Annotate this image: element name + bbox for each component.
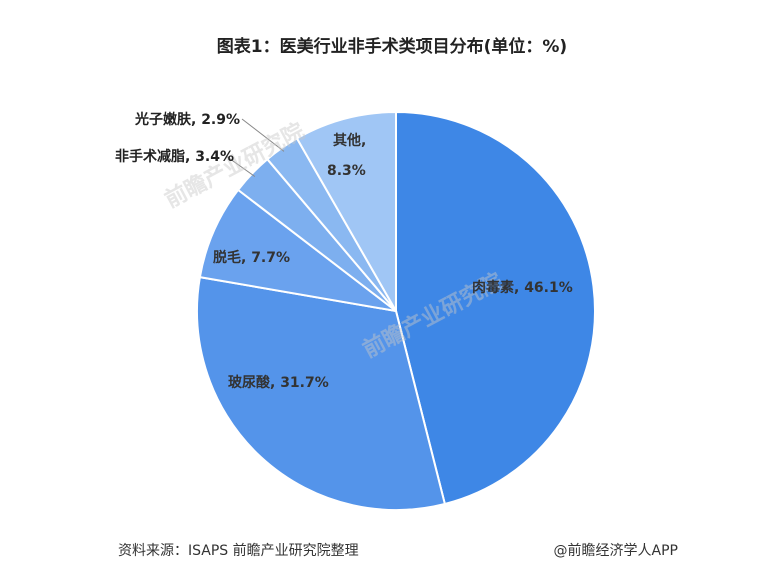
slice-hyaluronic <box>196 275 447 511</box>
label-botox: 肉毒素, 46.1% <box>472 279 573 296</box>
label-other-line2: 8.3% <box>327 163 366 179</box>
label-other-line1: 其他, <box>333 132 366 149</box>
leader-lines <box>225 118 285 177</box>
leader-line-photo-rejuvenation <box>241 118 285 152</box>
leader-line-fat-reduction <box>225 155 256 177</box>
label-hyaluronic: 玻尿酸, 31.7% <box>228 374 329 391</box>
label-photo-rejuvenation: 光子嫩肤, 2.9% <box>134 111 240 128</box>
credit-note: @前瞻经济学人APP <box>553 543 678 559</box>
label-fat-reduction: 非手术减脂, 3.4% <box>115 148 234 165</box>
slice-hair-removal <box>198 188 397 312</box>
source-note: 资料来源：ISAPS 前瞻产业研究院整理 <box>118 543 359 559</box>
chart-title: 图表1：医美行业非手术类项目分布(单位：%) <box>216 37 568 57</box>
pie-slices <box>196 110 596 511</box>
label-hair-removal: 脱毛, 7.7% <box>213 249 290 266</box>
slice-botox <box>395 110 596 506</box>
slice-other <box>295 110 397 315</box>
